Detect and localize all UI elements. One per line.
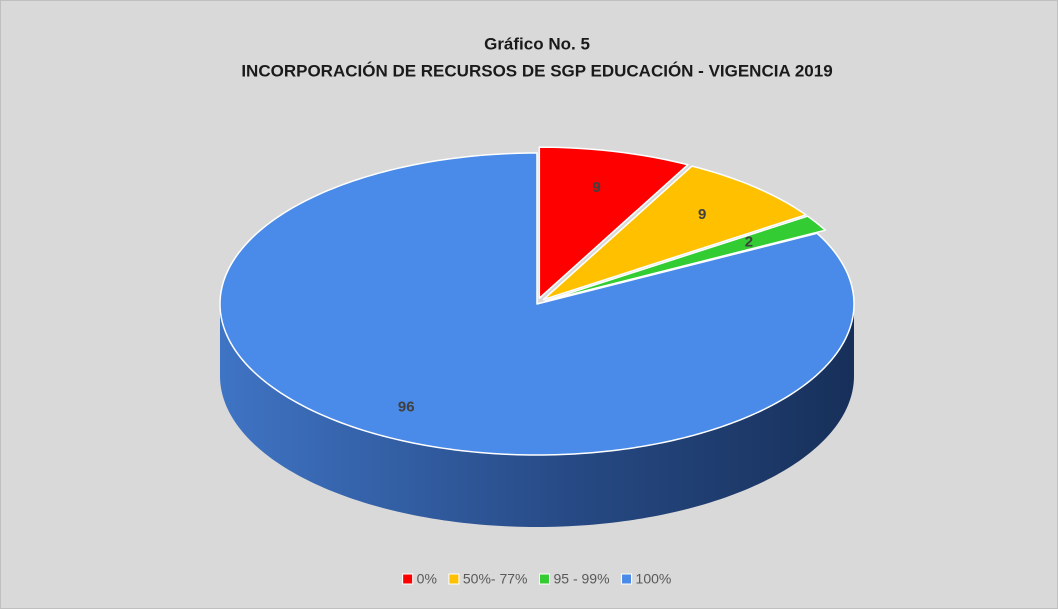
chart-title: Gráfico No. 5	[484, 34, 590, 53]
pie-slice	[544, 215, 827, 302]
legend-label: 100%	[636, 571, 672, 587]
legend-label: 0%	[417, 571, 437, 587]
data-label: 2	[745, 233, 753, 250]
legend-swatch	[538, 573, 550, 585]
pie-slice	[219, 152, 855, 456]
data-label: 9	[593, 179, 601, 196]
chart-subtitle: INCORPORACIÓN DE RECURSOS DE SGP EDUCACI…	[241, 61, 832, 80]
pie-slice	[538, 146, 689, 299]
data-label: 9	[698, 206, 706, 223]
slice-side	[220, 304, 854, 527]
legend-swatch	[402, 573, 414, 585]
legend-swatch	[448, 573, 460, 585]
legend-label: 95 - 99%	[553, 571, 609, 587]
data-label: 96	[398, 398, 415, 415]
legend-swatch	[621, 573, 633, 585]
legend-label: 50%- 77%	[463, 571, 528, 587]
pie-slice	[542, 165, 807, 301]
